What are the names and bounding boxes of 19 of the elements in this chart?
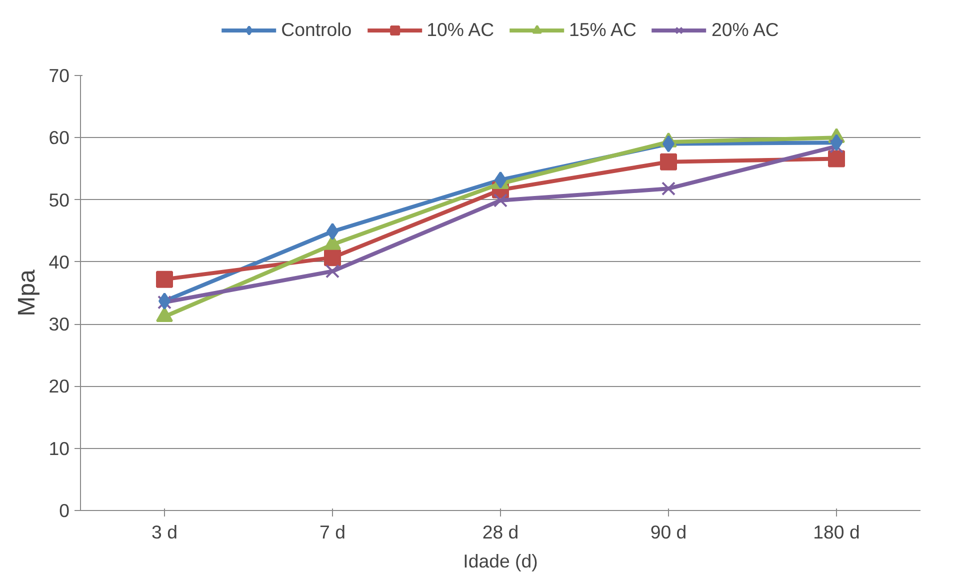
x-tick-label: 180 d <box>813 522 860 542</box>
legend-label: 20% AC <box>711 19 779 41</box>
legend-label: 10% AC <box>426 19 494 41</box>
y-tick-label: 0 <box>59 500 70 521</box>
y-tick-label: 60 <box>48 127 70 148</box>
y-tick-label: 10 <box>48 438 70 459</box>
y-tick-label: 40 <box>48 251 70 272</box>
x-axis-title: Idade (d) <box>463 550 538 572</box>
legend-label: Controlo <box>281 19 352 41</box>
y-tick-label: 20 <box>48 376 70 397</box>
y-tick-label: 50 <box>48 189 70 210</box>
x-tick-label: 3 d <box>152 522 178 542</box>
legend-label: 15% AC <box>569 19 636 41</box>
x-tick-label: 90 d <box>650 522 687 542</box>
x-tick-label: 28 d <box>482 522 519 542</box>
y-tick-label: 30 <box>48 314 70 335</box>
y-tick-label: 70 <box>48 65 70 86</box>
x-tick-label: 7 d <box>320 522 346 542</box>
y-axis-title: Mpa <box>14 269 41 316</box>
